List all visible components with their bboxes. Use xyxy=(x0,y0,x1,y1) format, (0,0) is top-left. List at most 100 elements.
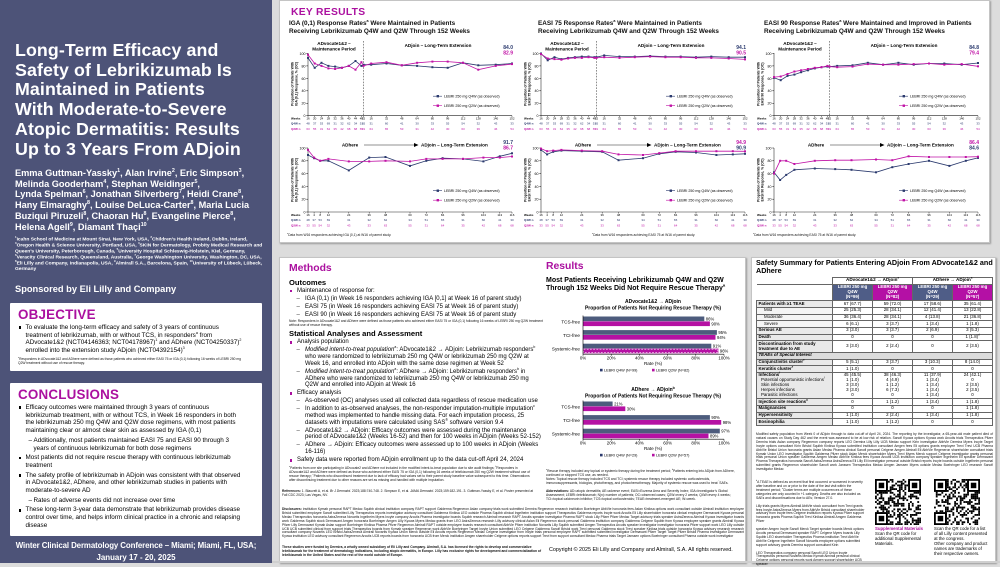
svg-text:54: 54 xyxy=(319,223,323,227)
svg-text:41: 41 xyxy=(964,218,968,222)
svg-text:68: 68 xyxy=(820,127,824,131)
svg-text:16: 16 xyxy=(603,117,607,121)
svg-text:0%: 0% xyxy=(580,441,586,446)
svg-text:152: 152 xyxy=(742,117,747,121)
svg-text:43: 43 xyxy=(347,223,351,227)
svg-text:62: 62 xyxy=(580,122,584,126)
svg-text:EASI 75 Response, % (OC): EASI 75 Response, % (OC) xyxy=(528,63,532,106)
svg-text:60%: 60% xyxy=(663,356,672,361)
svg-text:TCS-free: TCS-free xyxy=(561,404,580,409)
svg-text:Proportion of Patients Not Req: Proportion of Patients Not Requiring Res… xyxy=(585,394,721,400)
svg-text:48: 48 xyxy=(384,213,388,217)
svg-text:53: 53 xyxy=(553,122,557,126)
svg-text:80: 80 xyxy=(302,64,306,68)
svg-text:LEBRI 250 mg Q4W (as observed): LEBRI 250 mg Q4W (as observed) xyxy=(444,189,500,193)
svg-text:104: 104 xyxy=(481,213,486,217)
svg-text:65: 65 xyxy=(907,218,911,222)
svg-text:0: 0 xyxy=(304,210,306,214)
svg-text:60: 60 xyxy=(302,172,306,176)
svg-text:91.7: 91.7 xyxy=(503,140,513,146)
svg-text:ADjoin – Long-Term Extension: ADjoin – Long-Term Extension xyxy=(654,143,721,148)
svg-text:89%: 89% xyxy=(710,434,719,439)
svg-text:65: 65 xyxy=(674,218,678,222)
svg-text:42: 42 xyxy=(806,127,810,131)
svg-text:48: 48 xyxy=(306,122,310,126)
svg-text:43: 43 xyxy=(813,223,817,227)
svg-text:55: 55 xyxy=(778,223,782,227)
svg-text:ADjoin – Long-Term Extension: ADjoin – Long-Term Extension xyxy=(405,43,472,48)
svg-text:51: 51 xyxy=(891,218,895,222)
svg-text:63: 63 xyxy=(539,127,543,131)
svg-text:30: 30 xyxy=(743,218,747,222)
svg-text:0: 0 xyxy=(770,114,772,118)
svg-text:Proportion of Patients With: Proportion of Patients With xyxy=(757,158,761,202)
svg-text:36: 36 xyxy=(368,213,372,217)
svg-text:80: 80 xyxy=(768,64,772,68)
svg-text:62: 62 xyxy=(384,218,388,222)
svg-text:64: 64 xyxy=(836,127,840,131)
svg-text:69: 69 xyxy=(327,122,331,126)
svg-text:48: 48 xyxy=(826,117,830,121)
svg-text:31: 31 xyxy=(891,223,895,227)
svg-text:53: 53 xyxy=(866,127,870,131)
svg-text:Q2W n: Q2W n xyxy=(291,127,301,131)
svg-text:ADhere → ADjoinb: ADhere → ADjoinb xyxy=(631,386,675,393)
svg-text:Q4W n: Q4W n xyxy=(291,218,301,222)
svg-text:60: 60 xyxy=(768,77,772,81)
svg-text:94.9: 94.9 xyxy=(736,140,746,146)
svg-text:40: 40 xyxy=(768,89,772,93)
svg-text:65: 65 xyxy=(828,122,832,126)
svg-text:30: 30 xyxy=(912,127,916,131)
svg-text:Systemic-free: Systemic-free xyxy=(552,347,581,352)
svg-text:35: 35 xyxy=(333,127,337,131)
svg-text:37: 37 xyxy=(312,218,316,222)
svg-text:33: 33 xyxy=(834,223,838,227)
svg-text:96: 96 xyxy=(679,117,683,121)
svg-text:113: 113 xyxy=(730,213,735,217)
svg-text:Systemic-free: Systemic-free xyxy=(552,432,581,437)
svg-text:60: 60 xyxy=(948,218,952,222)
svg-text:32: 32 xyxy=(327,223,331,227)
svg-text:60: 60 xyxy=(535,77,539,81)
svg-text:68: 68 xyxy=(354,127,358,131)
svg-text:36: 36 xyxy=(834,213,838,217)
svg-text:54: 54 xyxy=(510,127,514,131)
svg-text:32: 32 xyxy=(618,117,622,121)
svg-text:24: 24 xyxy=(813,213,817,217)
svg-text:Q4W n: Q4W n xyxy=(524,218,534,222)
svg-text:LEBRI Q4W (N=99): LEBRI Q4W (N=99) xyxy=(604,368,638,372)
svg-text:68: 68 xyxy=(743,223,747,227)
svg-text:46: 46 xyxy=(960,127,964,131)
svg-text:30: 30 xyxy=(679,127,683,131)
svg-text:60: 60 xyxy=(851,122,855,126)
svg-text:28: 28 xyxy=(327,117,331,121)
svg-text:65: 65 xyxy=(851,127,855,131)
svg-text:69: 69 xyxy=(560,218,564,222)
svg-text:52: 52 xyxy=(828,117,832,121)
svg-text:96: 96 xyxy=(446,117,450,121)
svg-text:42: 42 xyxy=(431,127,435,131)
svg-text:63: 63 xyxy=(927,127,931,131)
svg-text:72: 72 xyxy=(425,213,429,217)
svg-text:42: 42 xyxy=(715,223,719,227)
svg-text:128: 128 xyxy=(476,117,481,121)
svg-text:36: 36 xyxy=(943,127,947,131)
svg-text:43: 43 xyxy=(960,122,964,126)
svg-text:68: 68 xyxy=(587,127,591,131)
svg-text:32: 32 xyxy=(573,122,577,126)
svg-text:42: 42 xyxy=(897,127,901,131)
svg-text:53: 53 xyxy=(633,127,637,131)
svg-text:ADvocate1&2 → ADjoin: ADvocate1&2 → ADjoin xyxy=(625,299,681,305)
svg-text:TCI-free: TCI-free xyxy=(563,333,580,338)
svg-text:33: 33 xyxy=(664,122,668,126)
svg-text:Rate (%): Rate (%) xyxy=(644,446,663,451)
svg-text:24: 24 xyxy=(347,213,351,217)
svg-text:55: 55 xyxy=(408,223,412,227)
svg-text:48: 48 xyxy=(772,122,776,126)
svg-text:62: 62 xyxy=(617,218,621,222)
svg-text:4: 4 xyxy=(313,213,315,217)
svg-text:16: 16 xyxy=(306,213,310,217)
svg-text:62: 62 xyxy=(347,122,351,126)
svg-text:33: 33 xyxy=(897,122,901,126)
svg-text:31: 31 xyxy=(362,127,366,131)
